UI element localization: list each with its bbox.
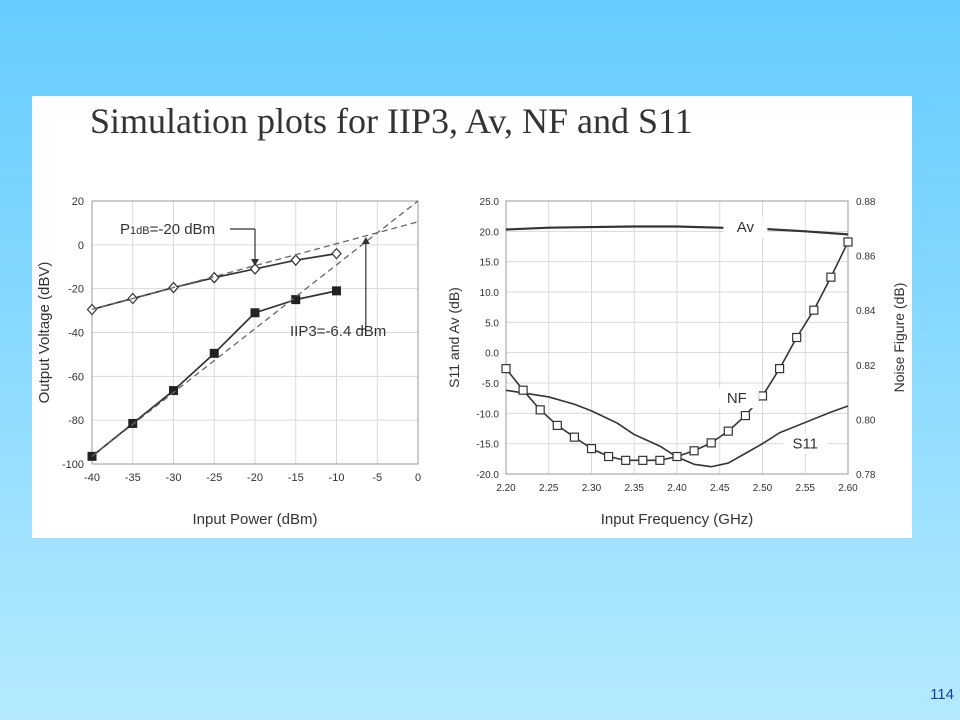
chart2-y2-tick-label: 0.84: [856, 306, 876, 317]
chart2-y-tick-label: -20.0: [476, 470, 499, 481]
chart2-y-tick-label: 10.0: [480, 288, 500, 299]
chart1-x-tick-label: -15: [288, 472, 304, 484]
chart2-nf-marker: [826, 272, 836, 282]
chart2-y-tick-label: 20.0: [480, 227, 500, 238]
chart2-nf-marker: [809, 305, 819, 315]
chart2-x-tick-label: 2.30: [582, 483, 602, 494]
chart1-square-marker: [332, 286, 341, 296]
chart2-x-tick-label: 2.60: [838, 483, 858, 494]
chart2-nf-marker: [740, 410, 751, 421]
chart2-nf-marker: [843, 237, 853, 247]
chart2-nf-marker: [655, 455, 665, 465]
chart2-nf-marker: [792, 332, 802, 343]
chart2-nf-marker: [706, 438, 716, 448]
chart1-x-tick-label: -10: [329, 472, 345, 484]
chart1-diamond-marker: [290, 254, 302, 267]
chart2-x-tick-label: 2.55: [796, 483, 816, 494]
chart1-y-tick-label: -80: [68, 415, 84, 427]
chart1-square-marker: [291, 295, 301, 305]
chart2-av-label: Av: [737, 219, 755, 236]
chart1-x-tick-label: -30: [166, 472, 182, 484]
chart2-s11-label-bg: [783, 433, 828, 454]
chart2-nf-marker: [586, 444, 597, 454]
chart1-y-tick-label: 20: [72, 196, 84, 208]
chart2-y2-tick-label: 0.82: [856, 361, 876, 372]
chart1-x-axis-title: Input Power (dBm): [192, 511, 317, 528]
chart2-x-tick-label: 2.45: [710, 483, 730, 494]
chart2-nf-marker: [774, 364, 785, 374]
chart2-y2-tick-label: 0.88: [856, 197, 876, 208]
chart1-extrapolation-line: [91, 221, 419, 311]
chart2-av-line: [505, 225, 849, 236]
chart2-nf-marker: [689, 446, 699, 456]
chart1-diamond-marker: [249, 263, 261, 275]
chart2-x-axis-title: Input Frequency (GHz): [601, 511, 754, 528]
chart2-y-tick-label: 15.0: [480, 258, 500, 269]
chart1-p1db-annotation: P1dB=-20 dBm: [120, 221, 215, 238]
chart2-y-axis-title: S11 and Av (dB): [446, 287, 462, 388]
chart1-diamond-marker: [208, 271, 220, 284]
chart2-x-tick-label: 2.40: [667, 483, 687, 494]
chart2-nf-label-bg: [714, 388, 759, 409]
slide-title: Simulation plots for IIP3, Av, NF and S1…: [90, 101, 693, 141]
chart2-nf-marker: [723, 426, 733, 436]
chart2-x-tick-label: 2.25: [539, 483, 559, 494]
chart2-nf-marker: [535, 405, 545, 415]
chart2-y2-tick-label: 0.78: [856, 470, 876, 481]
chart2-nf-marker: [672, 451, 682, 462]
chart1-square-marker: [128, 418, 138, 428]
chart2-plot-frame: [505, 200, 849, 475]
chart2-nf-marker: [552, 420, 562, 431]
chart1-x-tick-label: -5: [372, 472, 382, 484]
chart1-y-tick-label: -20: [68, 284, 84, 296]
chart2-x-tick-label: 2.50: [753, 483, 773, 494]
page-number: 114: [930, 686, 954, 703]
chart1-x-tick-label: -20: [247, 472, 263, 484]
chart1-y-tick-label: 0: [78, 240, 84, 252]
chart1-iip3-arrow-head: [361, 236, 370, 244]
chart1-x-tick-label: -40: [84, 472, 100, 484]
chart1-y-tick-label: -40: [68, 328, 84, 340]
chart2-y-tick-label: -10.0: [476, 409, 499, 420]
chart2-x-tick-label: 2.35: [625, 483, 645, 494]
chart1-plot-frame: [91, 200, 419, 465]
chart1-iip3-annotation: IIP3=-6.4 dBm: [290, 323, 386, 340]
charts-canvas: 200-20-40-60-80-100-40 -35 -30 -25 -20 -15 -10…: [36, 196, 907, 528]
chart2-nf-marker: [518, 385, 528, 395]
chart2-y-tick-label: -5.0: [482, 379, 500, 390]
chart1-square-marker: [169, 386, 178, 396]
chart1-y-tick-label: -60: [68, 371, 84, 383]
chart2-y-tick-label: 25.0: [480, 197, 500, 208]
figure-panel: Simulation plots for IIP3, Av, NF and S1…: [32, 96, 912, 538]
chart2-nf-marker: [757, 391, 768, 401]
chart2-nf-marker: [569, 432, 580, 442]
chart1-diamond-marker: [331, 247, 342, 260]
chart1-y-tick-label: -100: [62, 459, 84, 471]
chart2-y-tick-label: 5.0: [485, 318, 499, 329]
chart2-y2-axis-title: Noise Figure (dB): [891, 283, 907, 393]
chart1-p1db-arrow-head: [251, 258, 259, 266]
chart2-y-tick-label: 0.0: [485, 349, 499, 360]
chart2-nf-label: NF: [727, 390, 747, 407]
chart2-s11-label: S11: [792, 436, 818, 453]
chart2-nf-marker: [621, 455, 631, 465]
chart1-square-marker: [250, 308, 260, 318]
chart1-x-tick-label: -35: [125, 472, 141, 484]
chart2-nf-marker: [501, 364, 511, 374]
chart2-x-tick-label: 2.20: [496, 483, 516, 494]
chart2-y-tick-label: -15.0: [476, 440, 499, 451]
chart2-y2-tick-label: 0.86: [856, 252, 876, 263]
chart1-y-axis-title: Output Voltage (dBV): [36, 262, 53, 404]
chart1-x-tick-label: 0: [415, 472, 421, 484]
chart2-nf-marker: [603, 451, 614, 462]
chart2-av-label-bg: [723, 217, 768, 238]
chart1-square-marker: [209, 348, 219, 358]
chart1-x-tick-label: -25: [206, 472, 222, 484]
chart2-s11-line: [505, 389, 849, 468]
chart2-nf-marker: [638, 455, 648, 465]
chart2-y2-tick-label: 0.80: [856, 415, 876, 426]
